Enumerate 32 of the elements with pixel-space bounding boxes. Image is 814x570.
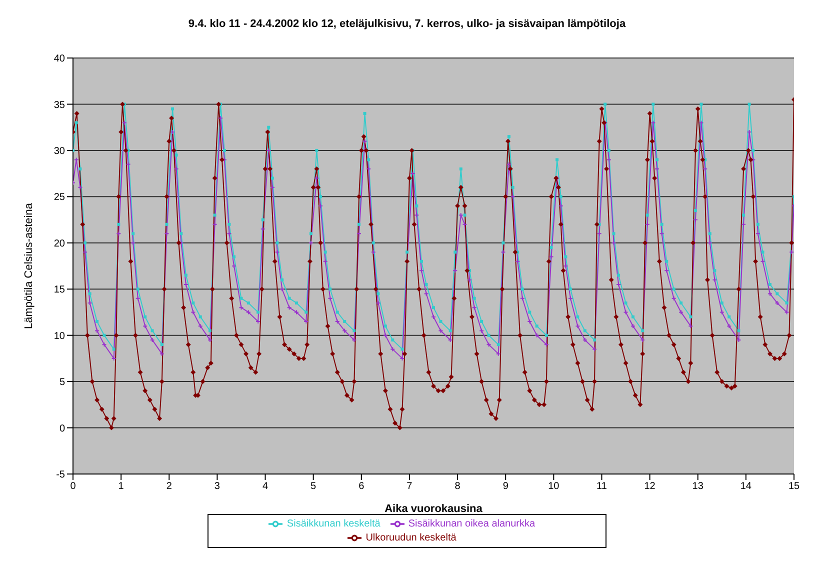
y-tick-label: 15 [54, 284, 66, 296]
x-tick-label: 3 [214, 481, 220, 492]
x-tick-label: 7 [406, 481, 413, 492]
y-tick-label: -5 [56, 470, 66, 481]
x-tick-label: 11 [596, 481, 608, 492]
y-tick-label: 35 [54, 100, 66, 111]
y-tick-label: 20 [54, 238, 66, 250]
x-tick-label: 5 [310, 481, 317, 492]
x-tick-label: 1 [118, 481, 124, 492]
y-tick-label: 25 [54, 192, 66, 204]
x-tick-label: 15 [788, 481, 800, 492]
x-tick-label: 13 [692, 481, 704, 492]
legend-label: Sisäikkunan oikea alanurkka [408, 518, 536, 530]
legend-label: Ulkoruudun keskeltä [366, 532, 456, 544]
legend-label: Sisäikkunan keskeltä [286, 518, 380, 530]
x-axis-title: Aika vuorokausina [384, 503, 484, 515]
y-tick-label: 40 [54, 54, 66, 65]
x-tick-label: 14 [740, 481, 752, 492]
x-tick-label: 10 [548, 481, 560, 492]
y-tick-label: 10 [54, 330, 66, 342]
x-tick-label: 2 [166, 481, 172, 492]
x-tick-label: 6 [358, 481, 365, 492]
chart-title: 9.4. klo 11 - 24.4.2002 klo 12, eteläjulkisivu, 7. kerros, ulko- ja sisävaipan lämpötiloja [187, 17, 627, 32]
x-tick-label: 8 [454, 481, 461, 492]
x-tick-label: 12 [644, 481, 656, 492]
y-axis-title: Lämpötila Celsius-asteina [22, 202, 35, 329]
y-tick-label: 0 [59, 423, 66, 434]
y-tick-label: 5 [59, 377, 66, 388]
x-tick-label: 0 [70, 481, 76, 492]
x-tick-label: 4 [262, 481, 268, 492]
y-tick-label: 30 [54, 146, 66, 157]
x-tick-label: 9 [502, 481, 509, 492]
